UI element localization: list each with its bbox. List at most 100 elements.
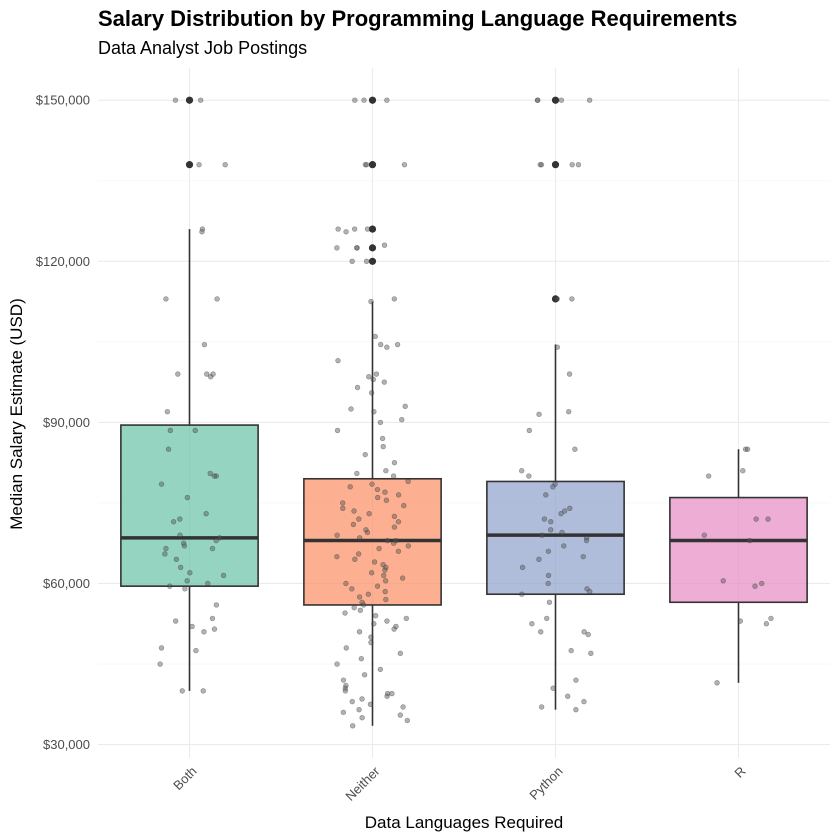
data-point bbox=[366, 510, 372, 517]
data-point bbox=[588, 650, 594, 656]
data-point bbox=[384, 97, 390, 103]
data-point bbox=[184, 494, 191, 501]
data-point bbox=[199, 226, 206, 232]
data-point bbox=[351, 604, 357, 611]
data-point bbox=[382, 567, 388, 573]
data-point bbox=[371, 408, 377, 415]
chart-title: Salary Distribution by Programming Langu… bbox=[98, 6, 737, 31]
data-point bbox=[354, 245, 360, 251]
data-point bbox=[364, 226, 371, 232]
data-point bbox=[737, 618, 744, 624]
data-point bbox=[363, 161, 370, 168]
data-point bbox=[567, 505, 573, 512]
x-tick-label: R bbox=[731, 764, 748, 781]
data-point bbox=[362, 161, 369, 168]
data-point bbox=[360, 602, 367, 608]
data-point bbox=[335, 357, 341, 364]
data-point bbox=[201, 629, 207, 635]
data-point bbox=[343, 682, 349, 689]
data-point bbox=[343, 229, 349, 235]
data-point bbox=[371, 559, 378, 565]
data-point bbox=[348, 406, 354, 412]
data-point bbox=[213, 473, 219, 479]
jitter-points bbox=[157, 97, 774, 729]
data-point bbox=[544, 615, 550, 622]
data-point bbox=[519, 564, 526, 571]
data-point bbox=[705, 473, 712, 479]
data-point bbox=[550, 685, 556, 691]
data-point bbox=[539, 532, 545, 538]
data-point bbox=[358, 655, 365, 662]
data-point bbox=[566, 371, 573, 377]
data-point bbox=[368, 390, 375, 396]
data-point bbox=[382, 578, 389, 584]
x-tick-label: Neither bbox=[342, 763, 383, 804]
data-point bbox=[554, 344, 561, 350]
data-point bbox=[351, 508, 357, 514]
data-point bbox=[374, 583, 381, 589]
data-point bbox=[180, 540, 187, 546]
box-python bbox=[486, 96, 625, 710]
data-point bbox=[381, 379, 387, 385]
data-point bbox=[548, 527, 554, 533]
data-point bbox=[201, 341, 208, 348]
data-point bbox=[342, 688, 349, 694]
data-point bbox=[352, 556, 358, 563]
data-point bbox=[382, 588, 388, 595]
data-point bbox=[179, 688, 185, 694]
data-point bbox=[177, 516, 183, 522]
outlier-point bbox=[185, 96, 194, 104]
data-point bbox=[384, 344, 390, 350]
data-point bbox=[752, 583, 758, 589]
data-point bbox=[383, 564, 389, 571]
data-point bbox=[526, 473, 532, 479]
data-point bbox=[197, 97, 204, 103]
data-point bbox=[200, 688, 206, 694]
data-point bbox=[403, 615, 410, 622]
data-point bbox=[351, 226, 358, 232]
data-point bbox=[211, 473, 217, 479]
x-axis-title: Data Languages Required bbox=[365, 813, 563, 832]
y-axis-title: Median Salary Estimate (USD) bbox=[7, 298, 26, 529]
data-point bbox=[343, 580, 349, 587]
data-point bbox=[349, 698, 355, 705]
data-point bbox=[207, 374, 214, 380]
grid-lines bbox=[98, 68, 830, 758]
data-point bbox=[535, 97, 541, 103]
y-tick-label: $90,000 bbox=[43, 415, 90, 430]
data-point bbox=[365, 591, 372, 597]
data-point bbox=[561, 508, 568, 514]
chart-subtitle: Data Analyst Job Postings bbox=[98, 38, 307, 58]
data-point bbox=[583, 537, 590, 544]
data-point bbox=[391, 459, 398, 466]
data-point bbox=[399, 417, 405, 423]
data-point bbox=[384, 690, 391, 697]
data-point bbox=[193, 647, 199, 654]
data-point bbox=[362, 451, 368, 458]
data-point bbox=[359, 599, 365, 605]
data-point bbox=[354, 384, 361, 391]
outlier-point bbox=[551, 96, 560, 104]
data-point bbox=[163, 545, 169, 552]
data-point bbox=[390, 540, 397, 546]
data-point bbox=[391, 513, 398, 520]
data-point bbox=[569, 161, 575, 168]
data-point bbox=[372, 613, 379, 619]
data-point bbox=[356, 516, 362, 522]
data-point bbox=[369, 481, 375, 487]
data-point bbox=[342, 610, 348, 616]
data-point bbox=[580, 553, 586, 560]
data-point bbox=[373, 371, 380, 377]
data-point bbox=[383, 468, 389, 474]
data-point bbox=[158, 645, 165, 651]
data-point bbox=[164, 408, 171, 415]
data-point bbox=[167, 427, 174, 434]
data-point bbox=[380, 561, 386, 568]
x-axis-tick-labels: Both Neither Python R bbox=[170, 763, 749, 804]
box-r bbox=[669, 449, 808, 683]
outlier-point bbox=[551, 295, 560, 303]
data-point bbox=[350, 521, 357, 528]
data-point bbox=[349, 258, 355, 265]
data-point bbox=[356, 594, 363, 600]
